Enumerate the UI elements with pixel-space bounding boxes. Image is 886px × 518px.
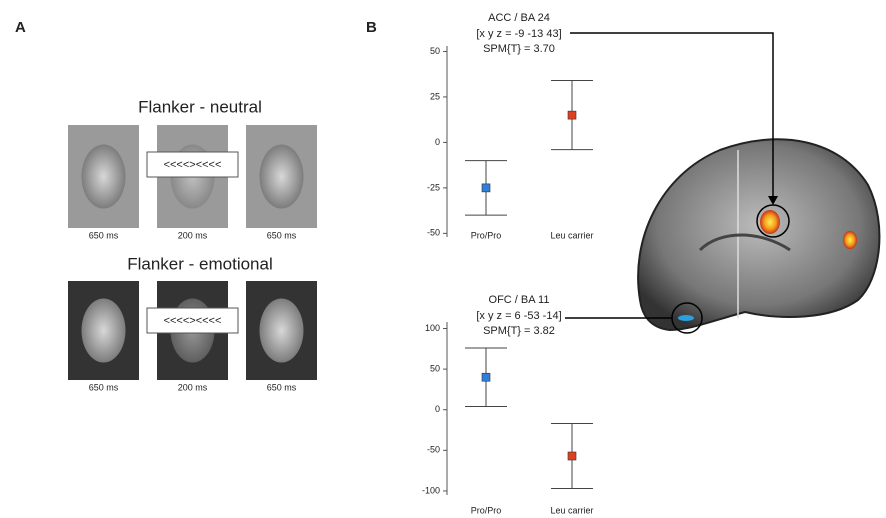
stimulus-box <box>146 151 239 178</box>
x-tick-label: Pro/Pro <box>471 230 502 240</box>
face <box>259 144 304 209</box>
panel-label: B <box>366 19 377 36</box>
annotation: [x y z = 6 -53 -14] <box>476 310 561 322</box>
annotation: SPM{T} = 3.82 <box>483 325 555 337</box>
annotation: ACC / BA 24 <box>488 12 550 24</box>
flanker-title: Flanker - neutral <box>138 97 262 116</box>
y-tick-label: 50 <box>430 46 440 56</box>
duration: 650 ms <box>267 382 297 392</box>
duration: 200 ms <box>178 230 208 240</box>
y-tick-label: -25 <box>427 182 440 192</box>
panel-label: A <box>15 19 26 36</box>
duration: 650 ms <box>89 230 119 240</box>
y-tick-label: 0 <box>435 404 440 414</box>
flanker-title: Flanker - emotional <box>127 254 273 273</box>
y-tick-label: 0 <box>435 137 440 147</box>
mean-point <box>481 183 491 193</box>
stimulus: <<<<><<<< <box>164 159 222 171</box>
brain-image <box>565 32 881 334</box>
y-tick-label: -50 <box>427 228 440 238</box>
stimulus: <<<<><<<< <box>164 315 222 327</box>
mean-point <box>481 372 491 382</box>
stimulus-box <box>146 307 239 334</box>
annotation: OFC / BA 11 <box>489 294 550 306</box>
y-tick-label: 100 <box>425 323 440 333</box>
y-tick-label: 25 <box>430 91 440 101</box>
x-tick-label: Leu carrier <box>550 230 593 240</box>
face <box>81 298 126 363</box>
duration: 650 ms <box>267 230 297 240</box>
mean-point <box>567 451 577 461</box>
y-tick-label: 50 <box>430 363 440 373</box>
annotation: SPM{T} = 3.70 <box>483 43 555 55</box>
mean-point <box>567 110 577 120</box>
y-tick-label: -50 <box>427 445 440 455</box>
duration: 650 ms <box>89 382 119 392</box>
face <box>81 144 126 209</box>
face <box>259 298 304 363</box>
y-tick-label: -100 <box>422 485 440 495</box>
duration: 200 ms <box>178 382 208 392</box>
x-tick-label: Leu carrier <box>550 505 593 515</box>
annotation: [x y z = -9 -13 43] <box>476 28 561 40</box>
x-tick-label: Pro/Pro <box>471 505 502 515</box>
